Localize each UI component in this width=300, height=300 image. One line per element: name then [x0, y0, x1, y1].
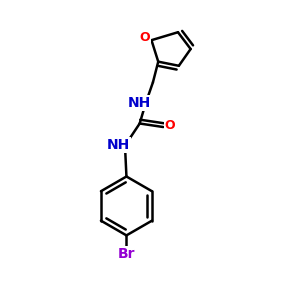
Text: Br: Br — [118, 247, 135, 261]
Text: O: O — [164, 119, 175, 132]
Text: NH: NH — [128, 96, 151, 110]
Text: O: O — [140, 31, 150, 44]
Text: NH: NH — [107, 138, 130, 152]
